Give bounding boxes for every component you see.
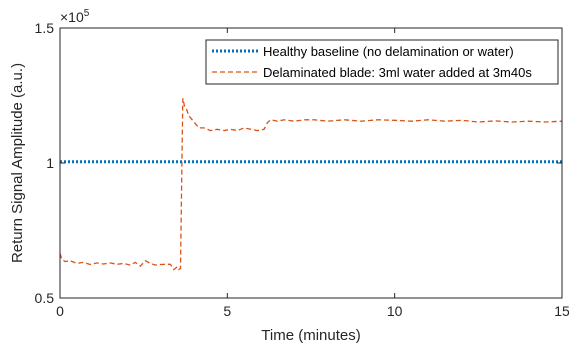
y-exponent-label: ×105 xyxy=(60,8,90,25)
x-tick-label: 0 xyxy=(56,303,64,319)
x-tick-label: 10 xyxy=(387,303,403,319)
ticks-layer: 0 5 10 15 0.5 1 1.5 xyxy=(35,20,569,319)
x-tick-label: 5 xyxy=(223,303,231,319)
legend-box xyxy=(205,39,559,85)
legend-label-delaminated: Delaminated blade: 3ml water added at 3m… xyxy=(263,65,532,80)
x-tick-label: 15 xyxy=(554,303,569,319)
legend-label-healthy: Healthy baseline (no delamination or wat… xyxy=(263,44,514,59)
x-axis-label: Time (minutes) xyxy=(261,327,360,344)
y-tick-label: 0.5 xyxy=(35,290,55,306)
legend: Healthy baseline (no delamination or wat… xyxy=(205,39,559,85)
series-line-delaminated-blade xyxy=(59,98,563,271)
y-axis-label: Return Signal Amplitude (a.u.) xyxy=(9,63,26,263)
series-layer xyxy=(59,98,563,271)
y-tick-label: 1 xyxy=(46,155,54,171)
y-tick-label: 1.5 xyxy=(35,20,55,36)
